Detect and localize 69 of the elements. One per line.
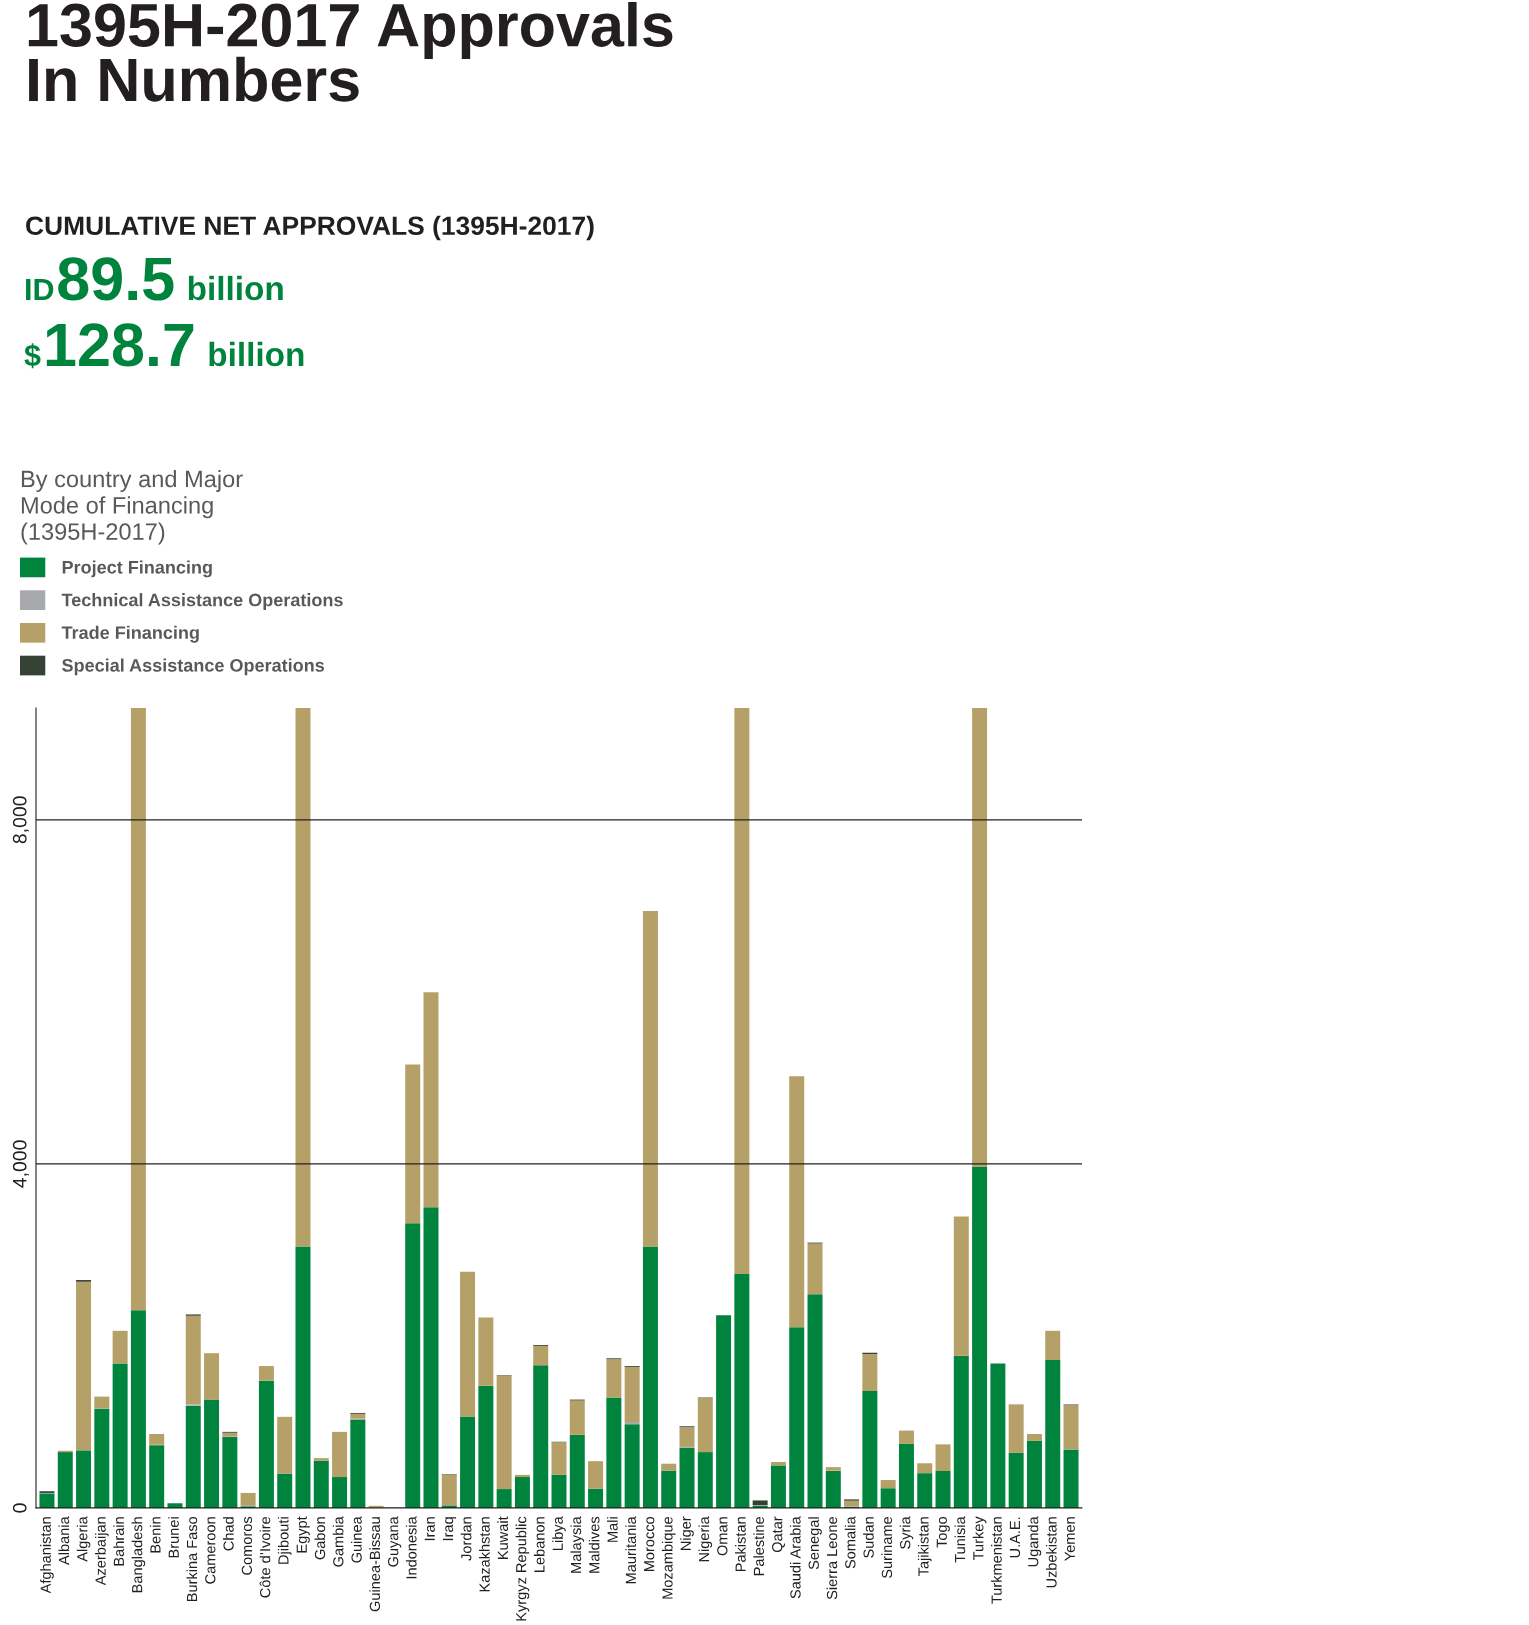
x-tick-label: Oman (717, 1517, 728, 1556)
x-tick-label: Gabon (314, 1517, 326, 1560)
x-tick-label: Bahrain (113, 1517, 125, 1566)
x-tick-label: Togo (936, 1516, 950, 1548)
text: $128.7 billion (24, 323, 304, 369)
x-tick-label: U.A.E. (1009, 1517, 1021, 1558)
x-tick-label: Senegal (808, 1517, 822, 1570)
x-tick-label: Lebanon (533, 1517, 545, 1572)
x-tick-label: Maldives (588, 1516, 600, 1573)
x-tick-label: Kazakhstan (479, 1517, 490, 1592)
x-tick-label: Syria (899, 1516, 914, 1549)
x-tick-label: Burkina Faso (186, 1516, 198, 1602)
x-tick-label: Afghanistan (40, 1517, 54, 1594)
x-tick-label: Bangladesh (131, 1517, 146, 1593)
x-tick-label: Qatar (772, 1516, 785, 1553)
x-tick-label: Djibouti (277, 1517, 292, 1564)
y-tick-label: 4,000 (12, 1140, 29, 1188)
x-tick-label: Iran (424, 1517, 435, 1541)
x-tick-label: Indonesia (405, 1516, 417, 1579)
x-tick-label: Uganda (1027, 1516, 1042, 1567)
x-tick-label: Suriname (881, 1516, 893, 1579)
x-tick-label: Azerbaijan (95, 1517, 109, 1586)
x-tick-label: Mauritania (625, 1516, 637, 1584)
x-tick-label: Guinea (351, 1516, 362, 1563)
x-tick-label: Kyrgyz Republic (515, 1516, 530, 1621)
x-tick-label: Mozambique (661, 1516, 676, 1599)
x-tick-label: Sierra Leone (826, 1516, 838, 1600)
x-tick-label: Palestine (753, 1516, 765, 1576)
x-tick-label: Albania (58, 1516, 70, 1565)
x-tick-label: Guyana (388, 1516, 402, 1567)
x-tick-label: Algeria (76, 1516, 91, 1562)
x-tick-label: Sudan (863, 1517, 874, 1558)
x-tick-label: Turkey (972, 1516, 987, 1561)
x-tick-label: Nigeria (698, 1516, 713, 1562)
x-tick-label: Yemen (1064, 1517, 1075, 1561)
y-tick-label: 8,000 (12, 796, 29, 844)
legend-title: By country and Major Mode of Financing (1395H-2017) (21, 470, 243, 545)
x-tick-label: Mali (607, 1517, 618, 1542)
x-tick-label: Brunei (168, 1517, 179, 1558)
legend-label: Special Assistance Operations (62, 658, 325, 676)
x-tick-label: Cameroon (205, 1517, 216, 1584)
x-tick-label: Niger (680, 1516, 694, 1550)
x-tick-label: Somalia (844, 1516, 856, 1569)
y-tick-label: 0 (12, 1503, 27, 1513)
x-tick-label: Guinea-Bissau (369, 1517, 381, 1612)
x-tick-label: Benin (149, 1517, 161, 1553)
x-tick-label: Saudi Arabia (789, 1516, 801, 1599)
x-tick-label: Chad (223, 1517, 234, 1551)
legend-label: Trade Financing (61, 625, 199, 643)
x-tick-label: Jordan (460, 1517, 472, 1561)
x-tick-label: Malaysia (570, 1516, 585, 1573)
chart-title: 1395H-2017 Approvals In Numbers (28, 2, 673, 102)
x-tick-label: Kuwait (497, 1516, 509, 1559)
x-tick-label: Egypt (296, 1516, 310, 1553)
x-tick-label: Côte d’Ivoire (259, 1516, 271, 1598)
legend-label: Project Financing (62, 560, 212, 578)
x-tick-label: Comoros (241, 1516, 253, 1575)
x-tick-label: Libya (552, 1516, 566, 1550)
x-tick-label: Morocco (644, 1516, 655, 1572)
text: ID89.5 billion (26, 257, 283, 301)
chart-subtitle: CUMULATIVE NET APPROVALS (1395H-2017) (26, 215, 594, 241)
x-tick-label: Uzbekistan (1045, 1517, 1057, 1588)
x-tick-label: Gambia (332, 1516, 344, 1567)
x-tick-label: Iraq (443, 1517, 457, 1541)
x-tick-label: Tunisia (954, 1516, 966, 1563)
legend-label: Technical Assistance Operations (61, 593, 343, 610)
x-tick-label: Tajikistan (917, 1517, 932, 1576)
x-tick-label: Turkmenistan (991, 1517, 1002, 1604)
x-tick-label: Pakistan (735, 1517, 746, 1572)
